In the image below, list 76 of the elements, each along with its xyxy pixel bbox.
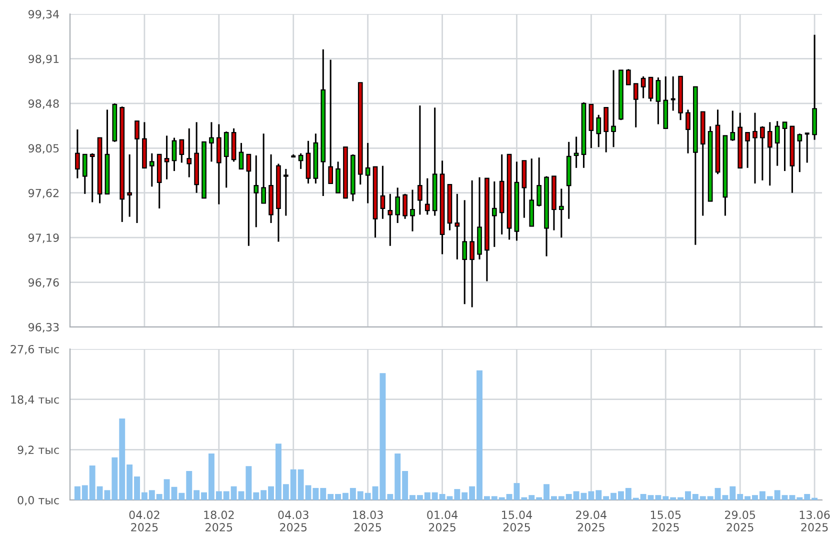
candlestick <box>82 154 88 195</box>
candlestick <box>284 168 288 216</box>
candlestick <box>179 139 184 164</box>
candlestick <box>686 108 690 154</box>
candlestick <box>656 76 661 125</box>
x-tick-label: 01.04 2025 <box>427 510 458 532</box>
candlestick <box>462 199 468 305</box>
candlestick <box>246 154 252 247</box>
candlestick <box>410 188 415 232</box>
candlestick <box>388 193 393 247</box>
candlestick <box>254 154 259 228</box>
candlestick <box>470 180 474 308</box>
y-tick-label: 97,62 <box>28 188 58 198</box>
candlestick <box>752 112 758 184</box>
candlestick <box>209 121 214 162</box>
y-tick-label: 98,48 <box>28 99 59 109</box>
candlestick <box>424 178 430 216</box>
candlestick <box>186 128 192 178</box>
x-tick-label: 29.04 2025 <box>576 510 606 532</box>
candlestick <box>760 126 765 182</box>
candlestick <box>574 136 579 169</box>
candlestick <box>395 186 400 224</box>
candlestick <box>633 82 638 128</box>
y-tick-label: 96,76 <box>28 278 59 288</box>
candlestick <box>164 134 170 180</box>
candlestick <box>238 142 244 170</box>
y-tick-label: 96,33 <box>28 322 59 333</box>
candlestick <box>172 136 177 172</box>
y-tick-label: 18,4 тыс <box>11 395 59 405</box>
candlestick <box>640 76 646 99</box>
candlestick <box>328 58 334 184</box>
candlestick <box>365 142 370 204</box>
candlestick <box>611 69 616 148</box>
candlestick <box>75 128 80 180</box>
x-tick-label: 18.02 2025 <box>204 510 234 532</box>
candlestick <box>90 152 95 203</box>
x-tick-label: 15.04 2025 <box>502 510 532 532</box>
candlestick <box>604 106 608 154</box>
y-tick-label: 9,2 тыс <box>18 446 59 456</box>
candlestick <box>626 68 631 86</box>
candlestick <box>402 193 408 220</box>
candlestick <box>797 132 802 173</box>
candlestick <box>648 76 654 102</box>
candlestick <box>134 120 140 224</box>
x-tick-label: 04.02 2025 <box>129 510 160 532</box>
y-tick-label: 98,05 <box>28 144 59 154</box>
candlestick <box>454 193 460 260</box>
candlestick <box>804 132 810 164</box>
x-tick-label: 18.03 2025 <box>353 510 383 532</box>
candlestick <box>670 76 676 112</box>
x-tick-label: 04.03 2025 <box>278 510 308 532</box>
candlestick <box>782 121 788 172</box>
x-tick-label: 29.05 2025 <box>725 510 756 532</box>
candlestick <box>149 152 154 188</box>
candlestick <box>418 104 422 216</box>
candlestick <box>261 132 266 204</box>
candlestick <box>767 121 772 186</box>
y-tick-label: 98,91 <box>28 54 59 64</box>
candlestick <box>745 132 750 169</box>
candlestick <box>558 188 564 238</box>
candlestick <box>730 110 736 142</box>
y-tick-label: 27,6 тыс <box>10 344 59 355</box>
x-tick-label: 13.06 2025 <box>800 510 830 532</box>
y-tick-label: 97,19 <box>28 234 59 244</box>
candlestick <box>127 154 132 218</box>
candlestick <box>224 130 229 188</box>
y-tick-label: 99,34 <box>28 10 59 20</box>
candlestick <box>298 152 304 170</box>
y-tick-label: 0,0 тыс <box>18 496 59 506</box>
candlestick <box>536 156 542 208</box>
candlestick <box>380 165 386 220</box>
x-tick-label: 15.05 2025 <box>650 510 681 532</box>
candlestick <box>492 180 497 248</box>
candlestick <box>596 114 602 148</box>
candlestick <box>774 120 780 167</box>
candlestick <box>336 160 340 194</box>
